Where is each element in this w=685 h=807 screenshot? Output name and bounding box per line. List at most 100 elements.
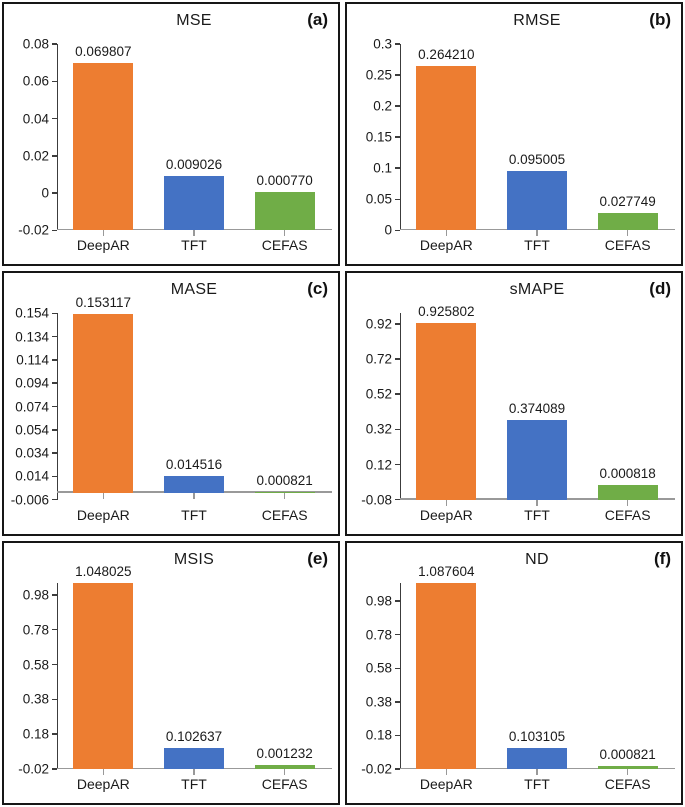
y-axis-tick (52, 155, 57, 157)
y-axis-tick (395, 74, 400, 76)
y-axis-tick-label: 0.08 (22, 36, 49, 52)
y-axis-tick (52, 429, 57, 431)
panel-f: ND (f) -0.02 0.18 0.38 0.58 0.78 0.98 1.087604 De… (345, 540, 683, 805)
plot-area: -0.08 0.12 0.32 0.52 0.72 0.92 0.925802 DeepAR 0… (361, 304, 675, 523)
y-axis-tick (395, 768, 400, 770)
x-axis-tick (283, 230, 286, 237)
y-axis-tick-label: 0.72 (365, 351, 392, 367)
category-label-deepar: DeepAR (76, 506, 130, 523)
y-axis-tick (395, 667, 400, 670)
y-axis-tick (395, 600, 400, 602)
y-axis-tick-label: 0.114 (16, 352, 49, 368)
y-axis-tick-label: 0.78 (22, 622, 49, 638)
y-axis-tick (395, 323, 400, 325)
panel-title: RMSE (513, 12, 561, 29)
category-label-deepar: DeepAR (76, 776, 130, 792)
y-axis-tick (52, 312, 57, 315)
plot-area: -0.006 0.014 0.034 0.054 0.074 0.094 0.114 0.13… (11, 295, 332, 523)
bar-tft (507, 748, 567, 769)
y-axis (400, 44, 402, 231)
y-axis-tick (52, 43, 57, 45)
bar-deepar (416, 322, 477, 500)
x-axis-tick (193, 769, 195, 775)
y-axis-tick (52, 117, 57, 120)
plot-area: -0.02 0 0.02 0.04 0.06 0.08 0.069807 DeepAR 0.00… (18, 37, 332, 253)
y-axis-tick (395, 229, 400, 232)
category-label-deepar: DeepAR (76, 237, 130, 254)
y-axis-tick-label: 0.074 (15, 399, 49, 414)
y-axis-tick-label: -0.006 (10, 492, 49, 508)
y-axis-tick (395, 498, 400, 501)
y-axis-tick-label: -0.02 (18, 222, 49, 238)
y-axis-tick-label: 0.054 (15, 422, 49, 438)
y-axis-tick (395, 198, 400, 201)
y-axis-tick (395, 701, 400, 703)
x-axis-tick (102, 230, 105, 237)
y-axis-tick-label: 0.1 (373, 160, 392, 176)
bar-value-label: 0.027749 (599, 194, 656, 210)
y-axis-tick (52, 192, 57, 194)
y-axis-tick (395, 136, 400, 138)
y-axis-tick-label: 0.58 (22, 657, 49, 673)
y-axis-tick (395, 428, 400, 431)
panel-title: ND (525, 550, 549, 568)
panel-title: MSIS (173, 550, 215, 568)
y-axis-tick-label: 0.92 (365, 316, 392, 332)
category-label-cefas: CEFAS (261, 506, 308, 523)
x-axis-tick (536, 769, 538, 775)
y-axis-tick-label: 0.78 (365, 627, 392, 643)
bar-deepar (416, 66, 477, 231)
category-label-tft: TFT (524, 237, 550, 254)
category-label-cefas: CEFAS (604, 506, 651, 523)
category-label-deepar: DeepAR (419, 776, 473, 792)
y-axis-tick (52, 405, 57, 408)
bar-tft (507, 419, 567, 500)
bar-tft (164, 475, 224, 493)
plot-area: -0.02 0.18 0.38 0.58 0.78 0.98 1.087604 DeepAR 0… (361, 564, 675, 792)
x-axis-tick (626, 499, 629, 506)
y-axis-tick (395, 393, 400, 395)
x-axis-tick (102, 492, 105, 499)
x-axis-tick (283, 769, 286, 775)
y-axis-tick-label: 0.094 (15, 375, 49, 391)
y-axis (57, 313, 59, 500)
y-axis-tick (52, 498, 57, 501)
panel-letter-label: (d) (649, 279, 671, 299)
x-axis-tick (193, 492, 195, 499)
category-label-tft: TFT (181, 506, 207, 523)
bar-tft (507, 171, 567, 231)
bar-value-label: 0.000770 (256, 172, 313, 188)
y-axis-tick-label: 0.98 (365, 593, 392, 609)
panel-a: MSE (a) -0.02 0 0.02 0.04 0.06 0.08 0.069807 Deep… (2, 2, 340, 267)
category-label-cefas: CEFAS (261, 237, 308, 254)
y-axis-tick-label: 0.014 (15, 468, 49, 484)
y-axis-tick (395, 463, 400, 466)
bar-cefas (597, 213, 658, 231)
y-axis-tick-label: 0.38 (365, 694, 392, 710)
y-axis-tick (52, 628, 57, 631)
bar-deepar (73, 314, 134, 493)
category-label-tft: TFT (524, 776, 550, 792)
x-axis-tick (626, 230, 629, 237)
y-axis-tick-label: -0.08 (361, 492, 392, 508)
panel-title: sMAPE (509, 281, 565, 299)
x-axis-tick (536, 230, 538, 237)
bar-value-label: 0.009026 (165, 157, 223, 173)
y-axis (400, 313, 402, 500)
category-label-deepar: DeepAR (419, 506, 473, 523)
y-axis-tick-label: 0 (41, 185, 49, 201)
category-label-tft: TFT (181, 776, 207, 792)
x-axis-tick (445, 230, 448, 237)
y-axis-tick-label: 0.25 (365, 67, 392, 83)
y-axis (400, 582, 402, 769)
y-axis-tick-label: -0.02 (18, 761, 49, 777)
y-axis-tick (52, 475, 57, 478)
panel-letter-label: (f) (654, 548, 671, 568)
category-label-deepar: DeepAR (419, 237, 473, 254)
y-axis-tick (395, 633, 400, 636)
bar-value-label: 0.000821 (256, 472, 313, 488)
category-label-cefas: CEFAS (261, 776, 308, 792)
y-axis-tick-label: 0.18 (365, 727, 392, 743)
plot-area: 0 0.05 0.1 0.15 0.2 0.25 0.3 0.264210 DeepAR 0.09… (366, 37, 675, 253)
